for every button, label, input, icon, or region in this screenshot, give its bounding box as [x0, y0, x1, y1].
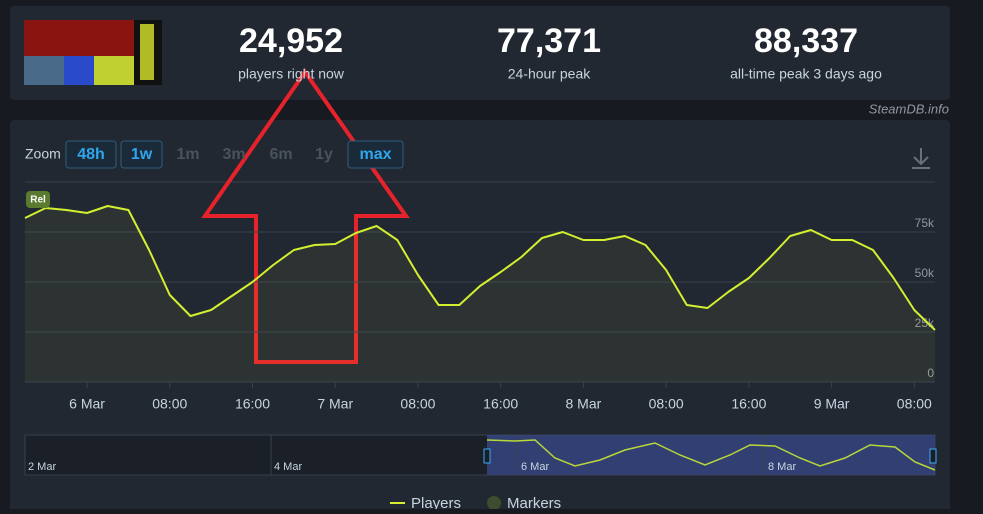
marker-badge [26, 191, 50, 208]
download-icon[interactable] [912, 148, 930, 169]
navigator-line [486, 439, 936, 471]
stat-value: 88,337 [754, 22, 858, 60]
arrow-annotation [201, 68, 410, 364]
y-tick-label: 50k [915, 266, 935, 280]
zoom-button-label: 1w [131, 146, 153, 163]
stat-value: 24,952 [239, 22, 343, 60]
stat-label: players right now [238, 66, 345, 82]
x-tick-label: 7 Mar [317, 396, 353, 412]
x-tick-label: 16:00 [731, 396, 766, 412]
stat-label: all-time peak 3 days ago [730, 66, 882, 82]
zoom-button-label: 1m [176, 146, 199, 163]
x-tick-label: 6 Mar [69, 396, 105, 412]
x-tick-label: 16:00 [483, 396, 518, 412]
chart-panel [10, 120, 950, 514]
navigator-selection [487, 435, 935, 475]
x-tick-label: 08:00 [152, 396, 187, 412]
zoom-button[interactable]: 48h [65, 140, 117, 169]
zoom-button: 1m [176, 146, 199, 163]
navigator-handle[interactable] [929, 448, 937, 464]
zoom-button-frame [347, 140, 404, 169]
zoom-button[interactable]: max [347, 140, 404, 169]
zoom-button-label: 1y [315, 146, 333, 163]
zoom-button-label: 6m [269, 146, 292, 163]
marker-label: Rel [30, 195, 46, 206]
x-tick-label: 08:00 [897, 396, 932, 412]
y-tick-label: 25k [915, 316, 935, 330]
game-logo [24, 20, 162, 85]
zoom-label: Zoom [25, 146, 61, 162]
zoom-button-label: 48h [77, 146, 105, 163]
legend-swatch [487, 496, 501, 510]
navigator-label: 8 Mar [768, 461, 796, 473]
zoom-button-frame [65, 140, 117, 169]
y-tick-label: 75k [915, 216, 935, 230]
y-tick-label: 0 [927, 366, 934, 380]
stat-value: 77,371 [497, 22, 601, 60]
x-tick-label: 8 Mar [566, 396, 602, 412]
zoom-button: 6m [269, 146, 292, 163]
line [24, 205, 936, 331]
zoom-button: 3m [222, 146, 245, 163]
stat-label: 24-hour peak [508, 66, 592, 82]
zoom-button[interactable]: 1w [120, 140, 163, 169]
navigator-label: 4 Mar [274, 461, 302, 473]
zoom-button-frame [120, 140, 163, 169]
area [25, 206, 935, 382]
zoom-button: 1y [315, 146, 333, 163]
x-tick-label: 16:00 [235, 396, 270, 412]
legend-label: Markers [507, 495, 561, 509]
legend-label: Players [411, 495, 461, 509]
navigator-label: 2 Mar [28, 461, 56, 473]
zoom-button-label: max [359, 146, 391, 163]
zoom-button-label: 3m [222, 146, 245, 163]
x-tick-label: 9 Mar [814, 396, 850, 412]
stats-panel [10, 6, 950, 100]
navigator-label: 6 Mar [521, 461, 549, 473]
source: SteamDB.info [869, 101, 949, 116]
x-tick-label: 08:00 [649, 396, 684, 412]
x-tick-label: 08:00 [400, 396, 435, 412]
navigator-handle[interactable] [483, 448, 491, 464]
